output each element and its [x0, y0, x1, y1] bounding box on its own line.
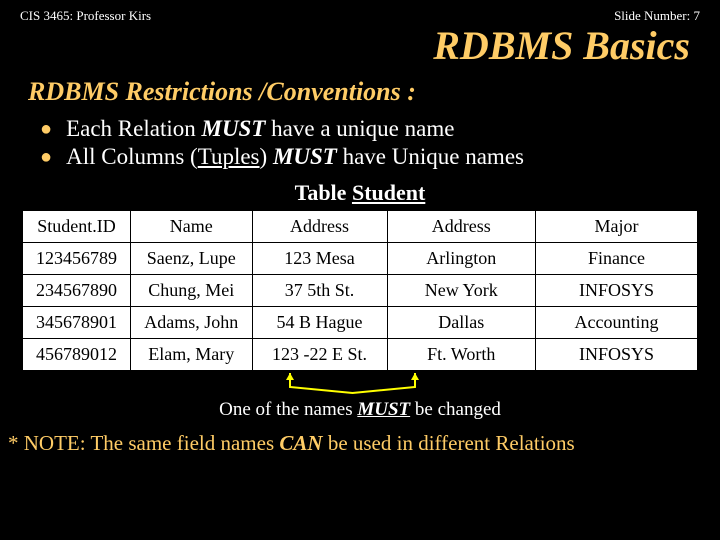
cell: 54 B Hague: [252, 307, 387, 339]
table-row: 345678901 Adams, John 54 B Hague Dallas …: [23, 307, 698, 339]
table-row: 456789012 Elam, Mary 123 -22 E St. Ft. W…: [23, 339, 698, 371]
col-header: Student.ID: [23, 211, 131, 243]
bullet-item: ● Each Relation MUST have a unique name: [40, 115, 720, 143]
cell: 37 5th St.: [252, 275, 387, 307]
cell: Elam, Mary: [131, 339, 253, 371]
table-title: Table Student: [0, 180, 720, 206]
cell: Finance: [536, 243, 698, 275]
page-title: RDBMS Basics: [0, 22, 720, 69]
cell: 345678901: [23, 307, 131, 339]
table-row: 123456789 Saenz, Lupe 123 Mesa Arlington…: [23, 243, 698, 275]
student-table: Student.ID Name Address Address Major 12…: [22, 210, 698, 371]
section-subtitle: RDBMS Restrictions /Conventions :: [0, 77, 720, 107]
bullet-text: All Columns (Tuples) MUST have Unique na…: [66, 143, 524, 171]
footnote: * NOTE: The same field names CAN be used…: [0, 431, 720, 456]
bullet-item: ● All Columns (Tuples) MUST have Unique …: [40, 143, 720, 171]
cell: Arlington: [387, 243, 536, 275]
callout-caption: One of the names MUST be changed: [0, 399, 720, 421]
cell: Adams, John: [131, 307, 253, 339]
student-table-wrap: Student.ID Name Address Address Major 12…: [0, 206, 720, 371]
cell: Accounting: [536, 307, 698, 339]
cell: New York: [387, 275, 536, 307]
bullet-icon: ●: [40, 145, 52, 169]
col-header: Major: [536, 211, 698, 243]
header-left: CIS 3465: Professor Kirs: [20, 8, 151, 24]
cell: Chung, Mei: [131, 275, 253, 307]
cell: Dallas: [387, 307, 536, 339]
cell: INFOSYS: [536, 275, 698, 307]
cell: Ft. Worth: [387, 339, 536, 371]
callout-arrows: [180, 371, 540, 397]
slide-header: CIS 3465: Professor Kirs Slide Number: 7: [0, 0, 720, 24]
cell: 123456789: [23, 243, 131, 275]
bullet-text: Each Relation MUST have a unique name: [66, 115, 454, 143]
table-row: 234567890 Chung, Mei 37 5th St. New York…: [23, 275, 698, 307]
bullet-icon: ●: [40, 117, 52, 141]
cell: 123 Mesa: [252, 243, 387, 275]
table-header-row: Student.ID Name Address Address Major: [23, 211, 698, 243]
col-header: Address: [252, 211, 387, 243]
cell: 456789012: [23, 339, 131, 371]
cell: 234567890: [23, 275, 131, 307]
cell: 123 -22 E St.: [252, 339, 387, 371]
cell: INFOSYS: [536, 339, 698, 371]
cell: Saenz, Lupe: [131, 243, 253, 275]
col-header: Address: [387, 211, 536, 243]
bullet-list: ● Each Relation MUST have a unique name …: [0, 115, 720, 170]
col-header: Name: [131, 211, 253, 243]
